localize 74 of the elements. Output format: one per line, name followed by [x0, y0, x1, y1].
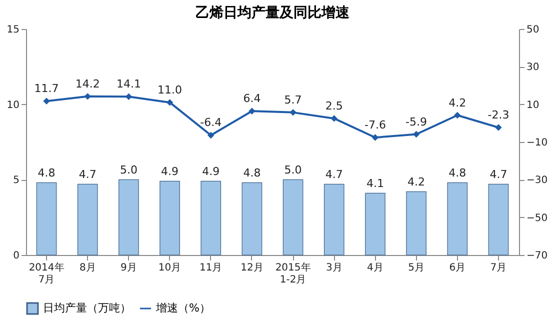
y2-tick-label: −50 [526, 212, 548, 224]
x-tick-label: 2015年 1-2月 [275, 262, 311, 286]
bar [200, 180, 222, 256]
point [43, 98, 50, 104]
bar [242, 182, 262, 256]
data-label: 2.5 [325, 99, 343, 112]
bar [160, 180, 180, 256]
bar [365, 192, 386, 256]
data-label: 4.9 [202, 165, 220, 178]
x-tick-label: 5月 [408, 262, 424, 274]
legend-label: 增速（%） [155, 302, 210, 314]
y2-tick-label: −10 [526, 138, 548, 148]
y2-tick-label: 10 [526, 100, 540, 111]
bar [447, 182, 468, 256]
y2-tick-label: −70 [526, 250, 548, 262]
data-label: 4.8 [448, 166, 466, 180]
data-label: 5.7 [284, 93, 302, 106]
x-tick-label: 4月 [367, 262, 384, 274]
y2-tick-label: 30 [526, 62, 540, 74]
x-tick-label: 7月 [490, 262, 507, 274]
point [208, 132, 214, 139]
bar [488, 184, 509, 256]
point [248, 108, 256, 114]
y-tick-label: 10 [6, 100, 20, 111]
point [412, 130, 420, 138]
x-tick-label: 12月 [240, 262, 264, 274]
data-label: 4.2 [448, 96, 466, 110]
y2-tick-label: −30 [526, 175, 548, 186]
x-tick-label: 9月 [120, 262, 137, 274]
y-tick-label: 0 [13, 250, 20, 262]
chart-title: 乙烯日均产量及同比增速 [196, 4, 350, 21]
x-tick-label: 11月 [200, 262, 222, 274]
bar [282, 179, 304, 256]
point [125, 93, 132, 100]
data-label: 11.0 [158, 83, 182, 96]
point [372, 134, 379, 141]
legend-label: 日均产量（万吨） [43, 302, 131, 314]
data-label: -5.9 [406, 115, 428, 128]
data-label: 4.7 [490, 168, 508, 182]
x-tick-label: 10月 [158, 262, 182, 274]
data-label: 5.0 [284, 164, 302, 177]
data-label: 14.2 [75, 77, 100, 90]
data-label: 4.1 [366, 177, 384, 190]
point [495, 124, 502, 131]
data-label: 4.8 [243, 166, 261, 180]
data-label: 11.7 [34, 82, 59, 96]
point [454, 112, 461, 119]
point [84, 93, 91, 100]
point [290, 109, 296, 116]
x-tick-label: 6月 [449, 262, 466, 274]
point [330, 115, 338, 122]
data-label: -6.4 [200, 116, 222, 130]
y-tick-label: 5 [13, 175, 20, 186]
point [166, 99, 174, 106]
data-label: -2.3 [488, 108, 510, 122]
bar [324, 184, 344, 256]
data-label: 4.9 [161, 165, 179, 178]
data-label: 4.8 [38, 166, 56, 180]
bar [118, 179, 139, 256]
x-tick-label: 2014年 7月 [28, 262, 64, 286]
data-label: 14.1 [116, 78, 141, 91]
bar [77, 184, 98, 256]
data-label: -7.6 [364, 118, 386, 132]
data-label: 4.7 [325, 168, 343, 182]
x-tick-label: 3月 [326, 262, 342, 274]
bar [406, 191, 426, 256]
y-tick-label: 15 [6, 24, 20, 36]
data-label: 4.7 [78, 168, 96, 182]
data-label: 4.2 [408, 176, 426, 189]
x-tick-label: 8月 [79, 262, 96, 274]
data-label: 6.4 [243, 92, 261, 106]
y2-tick-label: 50 [526, 24, 540, 36]
data-label: 5.0 [120, 164, 138, 177]
bar [36, 182, 57, 256]
